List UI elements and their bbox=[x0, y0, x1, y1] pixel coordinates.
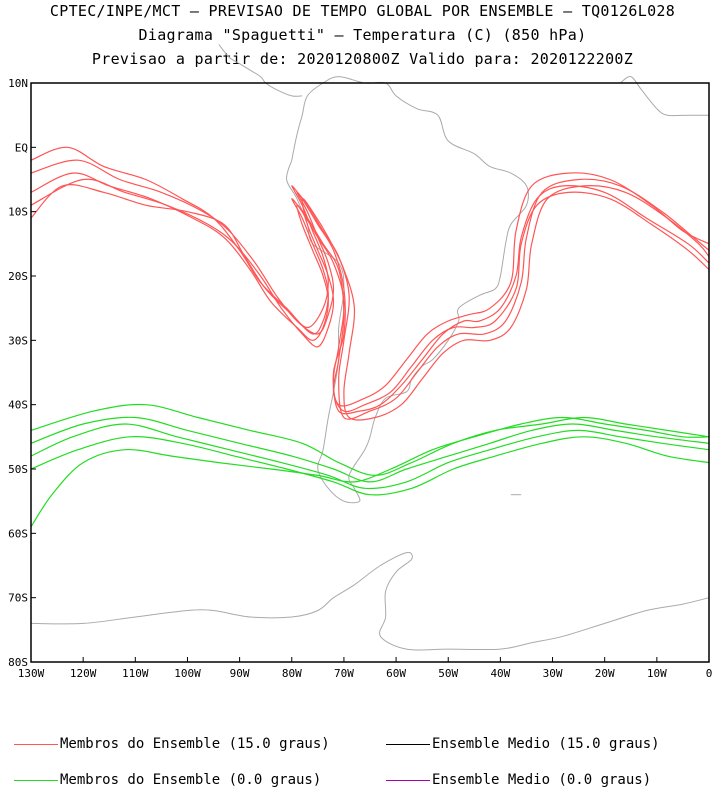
coastline-layer bbox=[30, 44, 710, 651]
series-warm-member-5 bbox=[30, 178, 710, 421]
coastline-africa bbox=[619, 76, 709, 117]
x-tick-label: 110W bbox=[122, 667, 149, 680]
series-warm-member-4 bbox=[30, 146, 710, 407]
legend-swatch-warm-members bbox=[14, 743, 58, 745]
coastline-antarctica bbox=[30, 551, 710, 651]
x-axis: 130W 120W 110W 100W 90W 80W 70W 60W 50W 40W 30W 20W… bbox=[18, 657, 713, 680]
x-tick-label: 100W bbox=[174, 667, 201, 680]
y-tick-label: 50S bbox=[8, 463, 28, 476]
series-cold-member-5 bbox=[30, 416, 710, 528]
y-tick-label: 10N bbox=[8, 77, 28, 90]
legend-label-warm-mean: Ensemble Medio (15.0 graus) bbox=[432, 736, 660, 752]
coastline-central-america bbox=[218, 44, 303, 97]
y-tick-label: 40S bbox=[8, 399, 28, 412]
y-tick-label: 30S bbox=[8, 334, 28, 347]
x-tick-label: 0 bbox=[706, 667, 713, 680]
legend-item-cold-members: Membros do Ensemble (0.0 graus) bbox=[14, 772, 321, 788]
x-tick-label: 20W bbox=[595, 667, 615, 680]
coastline-south-america bbox=[286, 76, 529, 504]
x-tick-label: 90W bbox=[230, 667, 250, 680]
x-tick-label: 70W bbox=[334, 667, 354, 680]
x-tick-label: 80W bbox=[282, 667, 302, 680]
y-tick-label: EQ bbox=[15, 141, 28, 154]
series-warm-member-2 bbox=[30, 172, 710, 413]
y-axis: 10N EQ 10S 20S 30S 40S 50S 60S 70S 80S bbox=[8, 77, 36, 669]
legend-swatch-cold-members bbox=[14, 779, 58, 781]
series-warm-member-3 bbox=[30, 159, 710, 420]
legend-label-warm-members: Membros do Ensemble (15.0 graus) bbox=[60, 736, 330, 752]
series-layer bbox=[30, 146, 710, 528]
y-tick-label: 70S bbox=[8, 592, 28, 605]
y-tick-label: 60S bbox=[8, 527, 28, 540]
legend-item-cold-mean: Ensemble Medio (0.0 graus) bbox=[386, 772, 651, 788]
x-tick-label: 40W bbox=[490, 667, 510, 680]
title-line-2: Diagrama "Spaguetti" — Temperatura (C) (… bbox=[138, 26, 587, 44]
y-tick-label: 10S bbox=[8, 206, 28, 219]
series-cold-member-3 bbox=[30, 403, 710, 477]
legend-label-cold-members: Membros do Ensemble (0.0 graus) bbox=[60, 772, 322, 788]
series-cold-member-1 bbox=[30, 416, 710, 483]
series-warm-member-1 bbox=[30, 184, 710, 415]
legend-item-warm-mean: Ensemble Medio (15.0 graus) bbox=[386, 736, 660, 752]
y-tick-label: 20S bbox=[8, 270, 28, 283]
legend-label-cold-mean: Ensemble Medio (0.0 graus) bbox=[432, 772, 652, 788]
title-line-1: CPTEC/INPE/MCT — PREVISAO DE TEMPO GLOBA… bbox=[49, 2, 676, 20]
legend-item-warm-members: Membros do Ensemble (15.0 graus) bbox=[14, 736, 330, 752]
plot-frame bbox=[30, 82, 710, 663]
x-tick-label: 60W bbox=[386, 667, 406, 680]
x-tick-label: 130W bbox=[18, 667, 45, 680]
legend-swatch-warm-mean bbox=[386, 743, 430, 745]
x-tick-label: 120W bbox=[70, 667, 97, 680]
x-tick-label: 50W bbox=[438, 667, 458, 680]
x-tick-label: 10W bbox=[647, 667, 667, 680]
series-cold-member-2 bbox=[30, 423, 710, 490]
legend-swatch-cold-mean bbox=[386, 779, 430, 781]
x-tick-label: 30W bbox=[543, 667, 563, 680]
series-cold-member-4 bbox=[30, 436, 710, 496]
y-tick-label: 80S bbox=[8, 656, 28, 669]
